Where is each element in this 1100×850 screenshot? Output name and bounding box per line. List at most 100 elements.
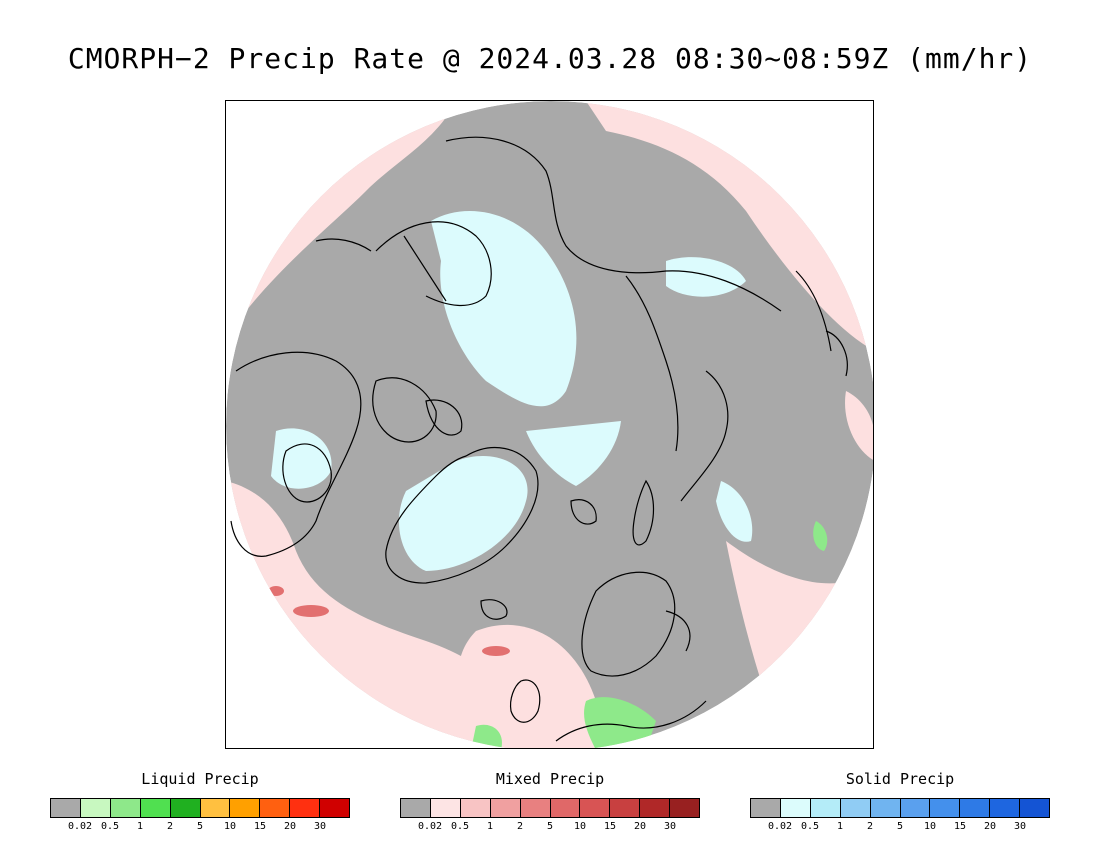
legend-swatch (230, 799, 261, 817)
legend-swatch (900, 799, 931, 817)
legend-tick-label: 0.5 (800, 821, 820, 832)
siberia-coast (625, 275, 679, 452)
legend-tick-label: 20 (283, 821, 297, 832)
legend-swatch (870, 799, 901, 817)
hudson-bay-coast (282, 443, 332, 503)
legend-swatch (110, 799, 141, 817)
legend-ticks: 0.02 0.5 1 2 5 10 15 20 30 (400, 818, 700, 832)
legend-colorbar (400, 798, 700, 818)
finland-coast (665, 610, 691, 652)
europe-coast (555, 700, 707, 742)
legend-tick-label: 20 (983, 821, 997, 832)
kamchatka-coast (825, 330, 848, 377)
legend-swatch (430, 799, 461, 817)
north-america-coast (230, 351, 362, 557)
legend-swatch (840, 799, 871, 817)
legend-swatch (520, 799, 551, 817)
siberia-coast (445, 136, 782, 312)
legend-tick-label: 30 (313, 821, 327, 832)
map-title: CMORPH−2 Precip Rate @ 2024.03.28 08:30~… (67, 42, 1033, 75)
legend-tick-label: 10 (573, 821, 587, 832)
legend-tick-label: 1 (836, 821, 844, 832)
legend-swatch (550, 799, 581, 817)
liquid-precip-region (813, 521, 828, 551)
coastlines (230, 136, 848, 742)
legend-swatch (610, 799, 641, 817)
legend-swatch (640, 799, 671, 817)
legend-tick-label: 5 (196, 821, 204, 832)
polar-map (226, 101, 873, 748)
svalbard-coast (570, 499, 597, 525)
legend-tick-label: 15 (253, 821, 267, 832)
date-line (403, 235, 447, 302)
legend-tick-label: 2 (866, 821, 874, 832)
legend-liquid-precip: Liquid Precip 0.02 0.5 1 2 5 10 15 20 30 (50, 770, 350, 832)
legend-swatch (170, 799, 201, 817)
mixed-precip-region (457, 624, 606, 748)
legend-mixed-precip: Mixed Precip 0.02 0.5 1 2 5 10 15 20 30 (400, 770, 700, 832)
far-east-coast (795, 270, 832, 352)
legend-swatch (51, 799, 81, 817)
solid-precip-region (526, 421, 621, 486)
british-isles-coast (509, 679, 541, 723)
legend-tick-label: 1 (136, 821, 144, 832)
scandinavia-coast (581, 571, 676, 677)
legend-swatch (290, 799, 321, 817)
solid-precip-region (716, 481, 753, 542)
solid-precip-region (666, 257, 746, 297)
mixed-precip-heavy (268, 586, 284, 596)
legend-tick-label: 10 (923, 821, 937, 832)
canada-islands-coast (425, 399, 463, 436)
legend-title: Solid Precip (845, 770, 955, 788)
mixed-precip-region (845, 391, 873, 461)
alaska-coast (315, 238, 372, 252)
legend-tick-label: 0.02 (767, 821, 793, 832)
legend-colorbar (750, 798, 1050, 818)
legend-tick-label: 0.02 (417, 821, 443, 832)
legend-swatch (930, 799, 961, 817)
legend-swatch (960, 799, 991, 817)
legend-swatch (490, 799, 521, 817)
legend-swatch (580, 799, 611, 817)
legend-ticks: 0.02 0.5 1 2 5 10 15 20 30 (750, 818, 1050, 832)
legend-swatch (401, 799, 431, 817)
greenland-coast (385, 447, 539, 584)
legend-swatch (670, 799, 700, 817)
legend-swatch (320, 799, 350, 817)
legend-tick-label: 0.02 (67, 821, 93, 832)
mixed-precip-heavy (482, 646, 510, 656)
legend-swatch (260, 799, 291, 817)
map-panel (225, 100, 874, 749)
legend-swatch (780, 799, 811, 817)
alaska-coast (375, 221, 492, 307)
solid-precip-region (431, 211, 577, 407)
novaya-zemlya-coast (632, 479, 655, 546)
legend-tick-label: 0.5 (100, 821, 120, 832)
precip-field (226, 101, 873, 748)
mixed-precip-heavy (293, 605, 329, 617)
legend-tick-label: 15 (603, 821, 617, 832)
legend-tick-label: 20 (633, 821, 647, 832)
legend-tick-label: 30 (663, 821, 677, 832)
legend-swatch (80, 799, 111, 817)
legend-tick-label: 2 (516, 821, 524, 832)
legend-tick-label: 30 (1013, 821, 1027, 832)
legend-colorbar (50, 798, 350, 818)
iceland-coast (480, 599, 508, 620)
legend-tick-label: 2 (166, 821, 174, 832)
legend-swatch (460, 799, 491, 817)
legend-tick-label: 0.5 (450, 821, 470, 832)
legend-tick-label: 5 (546, 821, 554, 832)
liquid-precip-region (584, 697, 656, 748)
legend-tick-label: 15 (953, 821, 967, 832)
legend-title: Mixed Precip (495, 770, 605, 788)
legend-tick-label: 1 (486, 821, 494, 832)
legend-tick-label: 5 (896, 821, 904, 832)
legend-swatch (1020, 799, 1050, 817)
solid-precip-region (398, 455, 528, 571)
legend-title: Liquid Precip (141, 770, 259, 788)
solid-precip-region (271, 428, 332, 489)
legend-tick-label: 10 (223, 821, 237, 832)
legend-swatch (751, 799, 781, 817)
legend-swatch (140, 799, 171, 817)
